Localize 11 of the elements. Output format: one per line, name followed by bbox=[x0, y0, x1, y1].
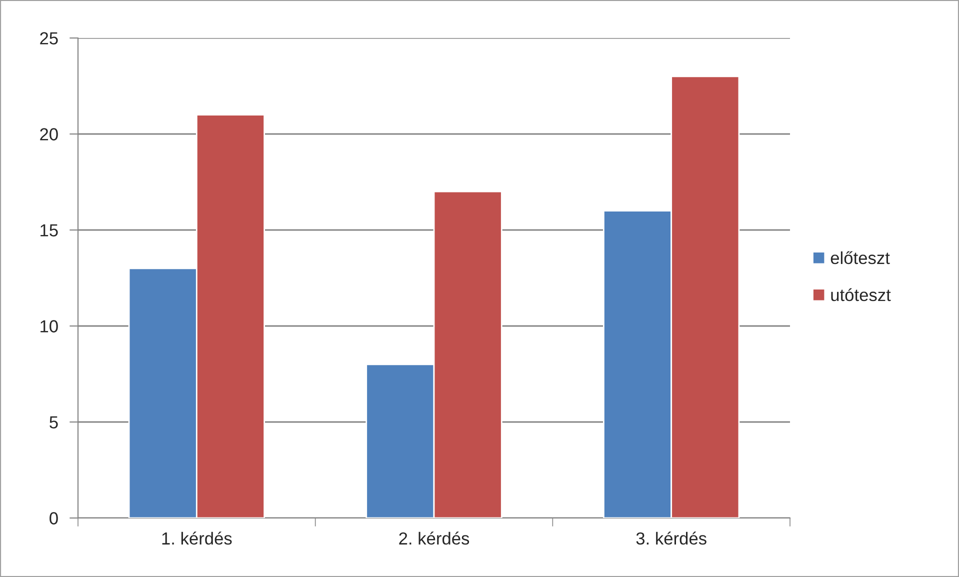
y-tick-label: 5 bbox=[50, 416, 58, 428]
y-tick-label: 0 bbox=[50, 512, 58, 524]
legend-label: előteszt bbox=[830, 251, 890, 264]
y-tick-label: 10 bbox=[40, 320, 58, 332]
y-tick-label: 15 bbox=[40, 224, 58, 236]
legend-label: utóteszt bbox=[831, 288, 891, 302]
x-tick-label: 2. kérdés bbox=[399, 532, 470, 545]
x-tick-label: 1. kérdés bbox=[162, 532, 232, 545]
y-tick-label: 20 bbox=[40, 128, 58, 140]
x-tick-label: 3. kérdés bbox=[636, 532, 706, 545]
y-tick-label: 25 bbox=[40, 32, 58, 44]
